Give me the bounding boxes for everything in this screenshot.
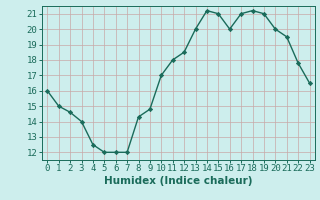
X-axis label: Humidex (Indice chaleur): Humidex (Indice chaleur)	[104, 176, 253, 186]
